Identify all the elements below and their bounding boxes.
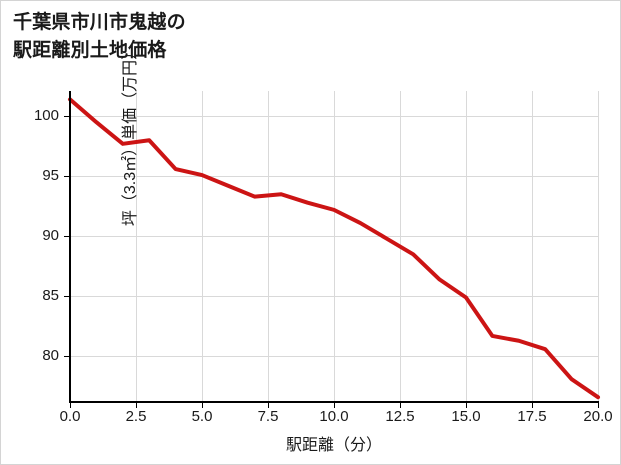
plot-area — [68, 91, 600, 402]
chart-title: 千葉県市川市鬼越の 駅距離別土地価格 — [13, 12, 186, 61]
y-tick-label: 100 — [33, 107, 59, 125]
y-tick-label: 95 — [42, 167, 59, 185]
y-tick-label: 85 — [42, 287, 59, 305]
y-tick-label: 80 — [42, 347, 59, 365]
x-tick-label: 15.0 — [451, 408, 481, 425]
x-tick-label: 2.5 — [125, 408, 147, 425]
y-tick-mark — [64, 176, 69, 178]
x-tick-label: 7.5 — [257, 408, 279, 425]
y-tick-mark — [64, 116, 69, 118]
gridline-vertical — [136, 91, 137, 402]
x-tick-mark — [70, 403, 71, 408]
x-tick-mark — [598, 403, 599, 408]
x-tick-mark — [400, 403, 401, 408]
x-axis-line — [69, 401, 599, 403]
x-tick-label: 0.0 — [59, 408, 81, 425]
x-tick-label: 10.0 — [319, 408, 349, 425]
gridline-vertical — [532, 91, 533, 402]
x-tick-mark — [202, 403, 203, 408]
gridline-vertical — [598, 91, 599, 402]
data-line-chart — [68, 97, 600, 400]
y-axis-line — [69, 91, 71, 403]
x-tick-label: 20.0 — [583, 408, 613, 425]
x-axis-title: 駅距離（分） — [285, 437, 382, 454]
x-tick-label: 5.0 — [191, 408, 213, 425]
x-tick-mark — [268, 403, 269, 408]
gridline-vertical — [268, 91, 269, 402]
y-tick-mark — [64, 236, 69, 238]
gridline-vertical — [466, 91, 467, 402]
gridline-vertical — [202, 91, 203, 402]
x-tick-mark — [532, 403, 533, 408]
y-tick-mark — [64, 356, 69, 358]
x-tick-label: 17.5 — [517, 408, 547, 425]
y-tick-mark — [64, 296, 69, 298]
x-tick-mark — [136, 403, 137, 408]
x-tick-mark — [466, 403, 467, 408]
x-tick-label: 12.5 — [385, 408, 415, 425]
y-tick-label: 90 — [42, 227, 59, 245]
price-line-series — [68, 97, 600, 400]
gridline-vertical — [334, 91, 335, 402]
y-axis-title: 坪（3.3㎡）単価（万円） — [122, 43, 139, 227]
x-tick-mark — [334, 403, 335, 408]
